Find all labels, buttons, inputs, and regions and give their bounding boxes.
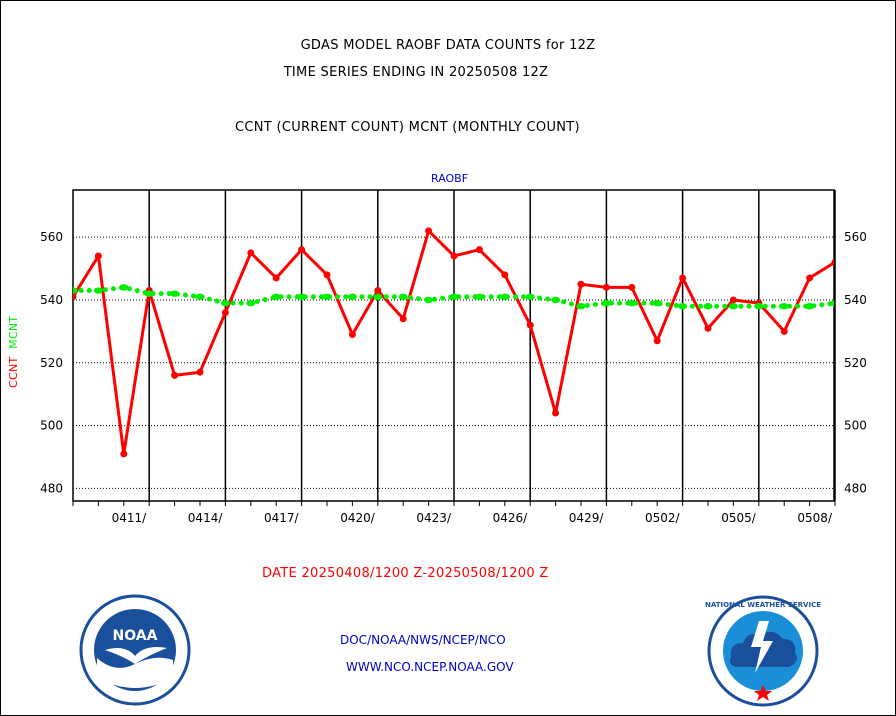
point-ccnt xyxy=(475,246,483,254)
point-ccnt xyxy=(704,324,712,332)
point-mcnt xyxy=(576,303,586,310)
y-tick-label-left: 520 xyxy=(40,356,63,370)
point-mcnt xyxy=(551,296,561,304)
point-ccnt xyxy=(679,274,687,282)
point-ccnt xyxy=(94,252,102,260)
point-mcnt xyxy=(271,293,281,301)
point-ccnt xyxy=(577,280,585,288)
point-mcnt xyxy=(601,299,611,307)
point-ccnt xyxy=(602,283,610,291)
y-tick-label-left: 480 xyxy=(40,481,63,495)
nws-logo: NATIONAL WEATHER SERVICE xyxy=(705,595,821,707)
series-group xyxy=(73,227,834,458)
point-mcnt xyxy=(652,299,662,307)
y-tick-label-right: 480 xyxy=(844,481,867,495)
x-tick-label: 0426/ xyxy=(493,511,529,525)
point-ccnt xyxy=(425,227,433,235)
point-mcnt xyxy=(398,293,408,301)
noaa-logo-text: NOAA xyxy=(113,628,158,644)
point-mcnt xyxy=(474,293,484,301)
point-ccnt xyxy=(501,271,509,279)
y-tick-label-left: 560 xyxy=(40,230,63,244)
x-tick-label: 0423/ xyxy=(416,511,452,525)
noaa-logo: NOAA xyxy=(79,594,191,706)
y-tick-label-right: 500 xyxy=(844,419,867,433)
point-mcnt xyxy=(627,299,637,307)
credit-url[interactable]: WWW.NCO.NCEP.NOAA.GOV xyxy=(346,660,514,674)
point-mcnt xyxy=(220,299,230,307)
point-mcnt xyxy=(703,303,713,310)
x-tick-label: 0411/ xyxy=(112,511,148,525)
point-mcnt xyxy=(728,303,738,310)
axis-layer: 480 480 500 500 520 520 540 540 560 560 0411/0414/… xyxy=(40,189,867,525)
point-mcnt xyxy=(525,293,535,301)
point-ccnt xyxy=(348,331,356,339)
point-ccnt xyxy=(323,271,331,279)
point-ccnt xyxy=(552,409,560,417)
nws-logo-text: NATIONAL WEATHER SERVICE xyxy=(705,601,821,609)
point-mcnt xyxy=(500,293,510,301)
y-tick-label-left: 540 xyxy=(40,293,63,307)
point-ccnt xyxy=(298,246,306,254)
point-mcnt xyxy=(297,293,307,301)
point-mcnt xyxy=(322,293,332,301)
point-ccnt xyxy=(806,274,814,282)
chart-title: GDAS MODEL RAOBF DATA COUNTS for 12Z xyxy=(300,38,596,53)
y-tick-label-right: 520 xyxy=(844,356,867,370)
y-tick-label-right: 560 xyxy=(844,230,867,244)
x-tick-label: 0414/ xyxy=(188,511,224,525)
point-mcnt xyxy=(424,296,434,304)
point-mcnt xyxy=(830,299,834,307)
point-ccnt xyxy=(831,258,834,266)
point-ccnt xyxy=(120,450,128,458)
point-mcnt xyxy=(170,290,180,297)
y-tick-label-left: 500 xyxy=(40,419,63,433)
point-mcnt xyxy=(144,290,154,297)
point-mcnt xyxy=(195,293,205,301)
point-ccnt xyxy=(171,371,179,379)
series-description: CCNT (CURRENT COUNT) MCNT (MONTHLY COUNT… xyxy=(235,120,580,135)
point-mcnt xyxy=(73,287,78,294)
point-mcnt xyxy=(93,287,103,294)
x-tick-label: 0420/ xyxy=(340,511,376,525)
chart-subtitle: TIME SERIES ENDING IN 20250508 12Z xyxy=(283,65,549,80)
point-ccnt xyxy=(729,296,737,304)
point-ccnt xyxy=(374,287,382,295)
x-tick-label: 0417/ xyxy=(264,511,300,525)
x-tick-label: 0505/ xyxy=(721,511,757,525)
point-ccnt xyxy=(628,283,636,291)
point-ccnt xyxy=(196,368,204,376)
grid-layer xyxy=(73,190,836,501)
date-range: DATE 20250408/1200 Z-20250508/1200 Z xyxy=(262,566,549,581)
point-mcnt xyxy=(779,303,789,310)
point-mcnt xyxy=(805,303,815,310)
x-tick-label: 0508/ xyxy=(797,511,833,525)
point-ccnt xyxy=(247,249,255,257)
point-mcnt xyxy=(373,293,383,301)
point-ccnt xyxy=(780,327,788,335)
point-mcnt xyxy=(449,293,459,301)
y-tick-label-right: 540 xyxy=(844,293,867,307)
point-mcnt xyxy=(678,303,688,310)
point-ccnt xyxy=(73,293,77,301)
credit-org: DOC/NOAA/NWS/NCEP/NCO xyxy=(340,633,506,647)
x-tick-label: 0502/ xyxy=(645,511,681,525)
point-ccnt xyxy=(272,274,280,282)
point-ccnt xyxy=(221,309,229,317)
point-ccnt xyxy=(526,321,534,329)
point-ccnt xyxy=(399,315,407,323)
point-mcnt xyxy=(246,299,256,307)
point-ccnt xyxy=(450,252,458,260)
series-layer xyxy=(73,227,834,458)
point-ccnt xyxy=(653,337,661,345)
point-mcnt xyxy=(119,284,129,291)
point-mcnt xyxy=(754,303,764,310)
legend-label: RAOBF xyxy=(431,172,469,185)
point-mcnt xyxy=(347,293,357,301)
x-tick-label: 0429/ xyxy=(569,511,605,525)
